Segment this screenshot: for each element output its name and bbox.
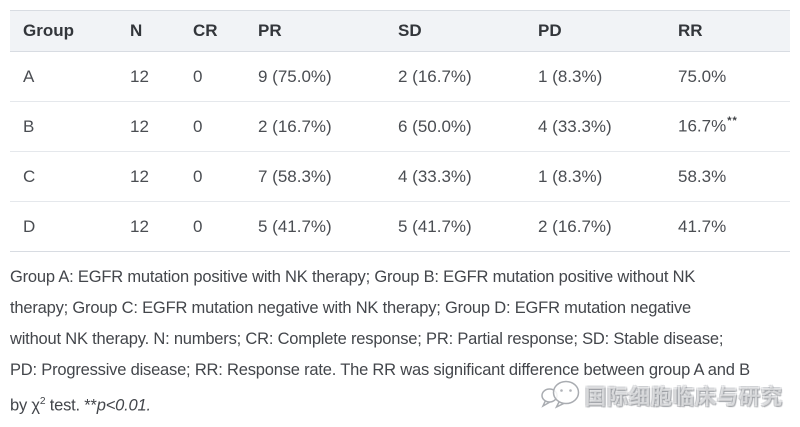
column-header-pd: PD	[525, 10, 665, 52]
cell-n: 12	[117, 51, 180, 102]
results-table: Group N CR PR SD PD RR A 12 0 9 (75.0%) 2 (16.7%) 1…	[10, 10, 790, 252]
cell-pr: 9 (75.0%)	[245, 51, 385, 102]
cell-pd: 1 (8.3%)	[525, 51, 665, 102]
cell-pr: 5 (41.7%)	[245, 201, 385, 252]
cell-group: C	[10, 151, 117, 202]
cell-pd: 2 (16.7%)	[525, 201, 665, 252]
footnote-chi: by χ	[10, 396, 40, 415]
table-row: B 12 0 2 (16.7%) 6 (50.0%) 4 (33.3%) 16.7%**	[10, 101, 790, 152]
footnote-line-3: without NK therapy. N: numbers; CR: Comp…	[10, 330, 724, 348]
column-header-cr: CR	[180, 10, 245, 52]
significance-marker: **	[727, 115, 738, 128]
footnote-line-last: by χ2 test. **p<0.01.	[10, 386, 800, 422]
table-header-row: Group N CR PR SD PD RR	[10, 10, 790, 52]
cell-sd: 2 (16.7%)	[385, 51, 525, 102]
cell-cr: 0	[180, 101, 245, 152]
cell-cr: 0	[180, 151, 245, 202]
column-header-rr: RR	[665, 10, 790, 52]
cell-n: 12	[117, 101, 180, 152]
footnote-line-2: therapy; Group C: EGFR mutation negative…	[10, 299, 692, 317]
cell-n: 12	[117, 201, 180, 252]
cell-pd: 1 (8.3%)	[525, 151, 665, 202]
cell-rr: 16.7%**	[665, 101, 790, 152]
cell-rr: 75.0%	[665, 51, 790, 102]
table-row: C 12 0 7 (58.3%) 4 (33.3%) 1 (8.3%) 58.3%	[10, 151, 790, 202]
cell-rr: 58.3%	[665, 151, 790, 202]
footnote-p-value: p<0.01.	[96, 396, 151, 415]
cell-sd: 5 (41.7%)	[385, 201, 525, 252]
column-header-sd: SD	[385, 10, 525, 52]
cell-group: A	[10, 51, 117, 102]
cell-group: D	[10, 201, 117, 252]
table-row: D 12 0 5 (41.7%) 5 (41.7%) 2 (16.7%) 41.7%	[10, 201, 790, 252]
column-header-pr: PR	[245, 10, 385, 52]
footnote-line-1: Group A: EGFR mutation positive with NK …	[10, 268, 696, 286]
cell-cr: 0	[180, 201, 245, 252]
footnote-chi-superscript: 2	[39, 396, 46, 407]
cell-sd: 6 (50.0%)	[385, 101, 525, 152]
column-header-group: Group	[10, 10, 117, 52]
cell-rr: 41.7%	[665, 201, 790, 252]
cell-pr: 7 (58.3%)	[245, 151, 385, 202]
cell-group: B	[10, 101, 117, 152]
cell-cr: 0	[180, 51, 245, 102]
table-footnote: Group A: EGFR mutation positive with NK …	[10, 262, 800, 422]
cell-sd: 4 (33.3%)	[385, 151, 525, 202]
footnote-test-text: test. **	[45, 396, 97, 415]
cell-pd: 4 (33.3%)	[525, 101, 665, 152]
cell-pr: 2 (16.7%)	[245, 101, 385, 152]
footnote-line-4: PD: Progressive disease; RR: Response ra…	[10, 361, 750, 379]
column-header-n: N	[117, 10, 180, 52]
cell-n: 12	[117, 151, 180, 202]
table-row: A 12 0 9 (75.0%) 2 (16.7%) 1 (8.3%) 75.0%	[10, 51, 790, 102]
